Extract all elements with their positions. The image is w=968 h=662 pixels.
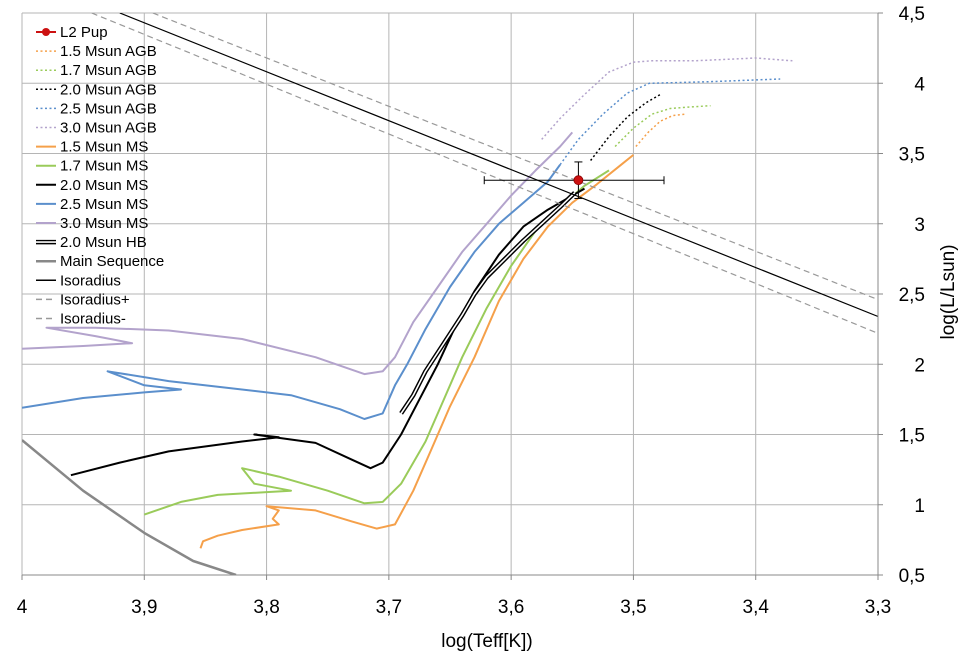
x-axis-title: log(Teff[K])	[441, 631, 533, 652]
legend-label: 2.0 Msun AGB	[60, 81, 157, 98]
legend-item-isoradius: Isoradius+	[36, 291, 130, 308]
x-tick-label: 3,6	[498, 597, 524, 618]
series-1-5-msun-agb-line	[635, 113, 685, 147]
legend-item-1-5-msun-ms: 1.5 Msun MS	[36, 139, 148, 156]
y-tick-label: 0,5	[899, 566, 925, 587]
legend-item-2-0-msun-hb: 2.0 Msun HB	[36, 234, 147, 251]
series-2-5-msun-ms-line	[22, 164, 561, 420]
series-isoradius-line	[152, 13, 878, 301]
series-2-5-msun-agb-line	[559, 78, 781, 166]
legend-label: 1.7 Msun MS	[60, 158, 148, 175]
series-2-0-msun-ms-line	[70, 187, 585, 477]
x-tick-label: 3,8	[253, 597, 279, 618]
legend-item-2-5-msun-agb: 2.5 Msun AGB	[36, 100, 157, 117]
legend-label: Isoradius+	[60, 291, 130, 308]
legend-label: 3.0 Msun AGB	[60, 120, 157, 137]
series-1-5-msun-ms-line	[199, 154, 635, 549]
series-3-0-msun-ms-line	[22, 131, 574, 376]
legend-label: 1.5 Msun MS	[60, 139, 148, 156]
series-2-0-msun-agb-line	[590, 93, 661, 161]
legend-item-isoradius: Isoradius-	[36, 311, 126, 328]
y-tick-label: 4	[914, 74, 925, 95]
l2-pup-point-group	[483, 161, 665, 199]
y-tick-label: 2,5	[899, 285, 925, 306]
legend-label: 2.5 Msun AGB	[60, 100, 157, 117]
legend-label: Isoradius	[60, 272, 121, 289]
legend-item-1-7-msun-agb: 1.7 Msun AGB	[36, 62, 157, 79]
y-tick-label: 3,5	[899, 145, 925, 166]
legend-item-3-0-msun-ms: 3.0 Msun MS	[36, 215, 148, 232]
legend-label: L2 Pup	[60, 24, 108, 41]
series-2-0-msun-hb-line-inner	[400, 192, 576, 414]
x-tick-label: 4	[17, 597, 28, 618]
series-group	[22, 13, 878, 575]
y-tick-label: 2	[914, 355, 925, 376]
series-isoradius-line	[91, 13, 878, 334]
y-tick-label: 3	[914, 215, 925, 236]
legend-label: 3.0 Msun MS	[60, 215, 148, 232]
y-axis-title: log(L/Lsun)	[938, 244, 959, 339]
tick-labels: 4 3,9 3,8 3,7 3,6 3,5 3,4 3,3 0,5 1 1,5 2 2,5 3 3,5 4 4,…	[17, 4, 926, 618]
series-main-sequence-line	[22, 439, 237, 575]
legend-label: Main Sequence	[60, 253, 164, 270]
y-tick-label: 1,5	[899, 426, 925, 447]
legend-item-l2-pup: L2 Pup	[36, 24, 108, 41]
l2-pup-marker	[573, 175, 584, 186]
legend-item-2-0-msun-ms: 2.0 Msun MS	[36, 177, 148, 194]
legend-item-main-sequence: Main Sequence	[36, 253, 164, 270]
legend-item-2-0-msun-agb: 2.0 Msun AGB	[36, 81, 157, 98]
legend-label: 2.0 Msun MS	[60, 177, 148, 194]
legend-item-isoradius: Isoradius	[36, 272, 121, 289]
legend-item-2-5-msun-ms: 2.5 Msun MS	[36, 196, 148, 213]
legend-marker	[42, 28, 50, 36]
x-tick-label: 3,4	[743, 597, 770, 618]
series-1-7-msun-agb-line	[614, 104, 711, 148]
legend-label: 2.0 Msun HB	[60, 234, 147, 251]
x-tick-label: 3,9	[131, 597, 157, 618]
legend-item-1-7-msun-ms: 1.7 Msun MS	[36, 158, 148, 175]
legend-label: Isoradius-	[60, 311, 126, 328]
y-tick-label: 1	[914, 496, 925, 517]
series-1-7-msun-ms-line	[143, 169, 610, 516]
x-tick-label: 3,7	[376, 597, 402, 618]
legend-label: 1.5 Msun AGB	[60, 43, 157, 60]
legend: L2 Pup 1.5 Msun AGB 1.7 Msun AGB 2.0 Msun A…	[36, 24, 164, 328]
axes	[21, 12, 883, 580]
series-isoradius-line	[119, 13, 878, 318]
legend-label: 2.5 Msun MS	[60, 196, 148, 213]
x-tick-label: 3,5	[620, 597, 646, 618]
y-tick-label: 4,5	[899, 4, 925, 25]
series-3-0-msun-agb-line	[541, 57, 793, 140]
legend-item-3-0-msun-agb: 3.0 Msun AGB	[36, 120, 157, 137]
x-tick-label: 3,3	[865, 597, 891, 618]
grid-lines	[21, 12, 879, 576]
legend-item-1-5-msun-agb: 1.5 Msun AGB	[36, 43, 157, 60]
legend-label: 1.7 Msun AGB	[60, 62, 157, 79]
